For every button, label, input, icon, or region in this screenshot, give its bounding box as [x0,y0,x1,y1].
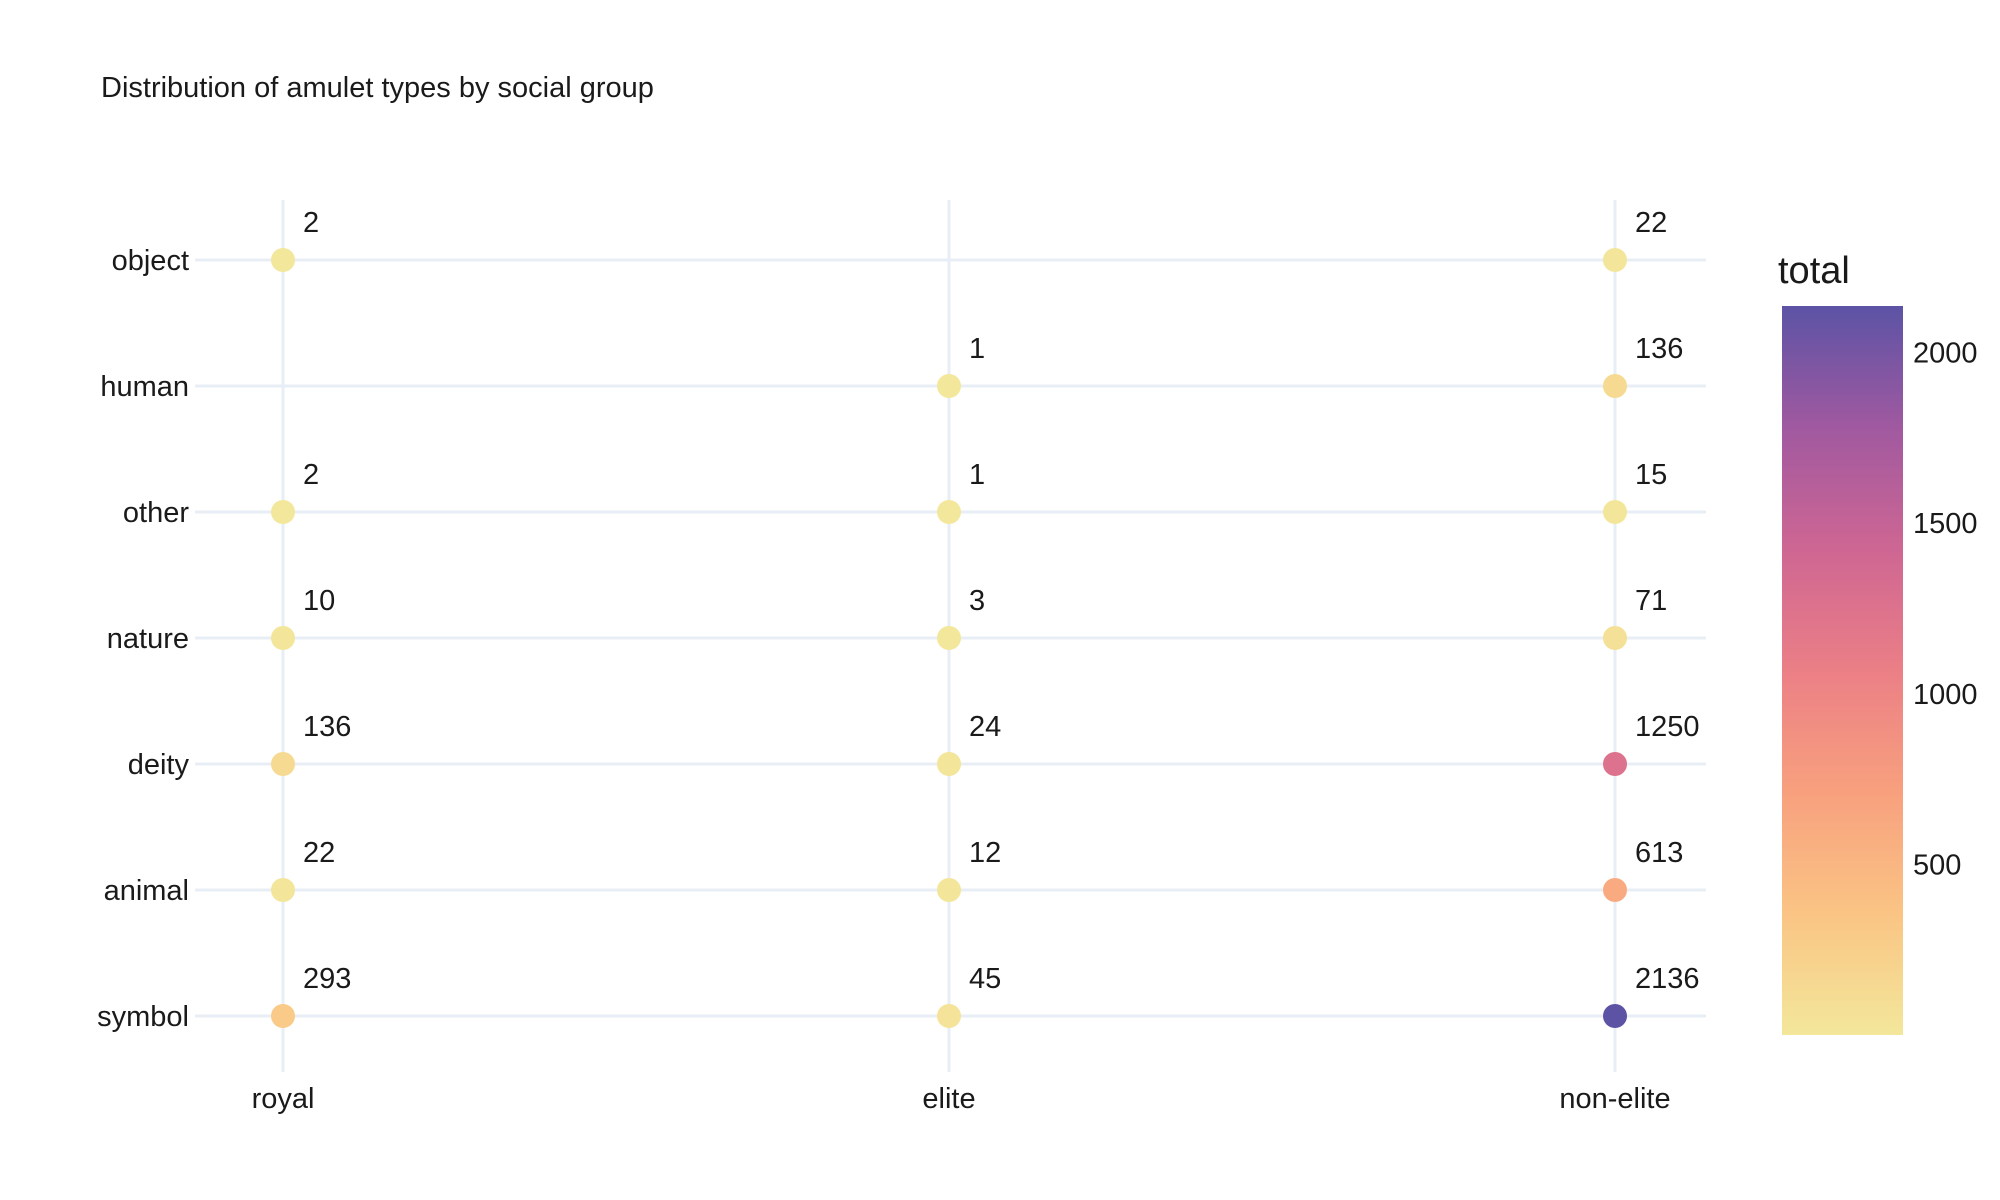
color-bar [1782,306,1903,1035]
data-point [271,1004,295,1028]
legend-tick-label: 2000 [1913,337,1978,369]
data-point [271,626,295,650]
data-point [937,374,961,398]
y-tick-label: other [123,497,189,529]
data-point [271,878,295,902]
data-label: 293 [303,963,351,995]
legend-tick-label: 1500 [1913,508,1978,540]
data-label: 2 [303,459,319,491]
data-point [1603,500,1627,524]
legend-tick-label: 1000 [1913,679,1978,711]
data-label: 1250 [1635,711,1700,743]
data-label: 24 [969,711,1001,743]
legend-tick-label: 500 [1913,850,1961,882]
y-tick-label: symbol [97,1001,189,1033]
data-point [937,1004,961,1028]
data-point [1603,878,1627,902]
data-label: 2 [303,207,319,239]
y-tick-label: human [100,371,189,403]
x-tick-label: royal [252,1083,315,1115]
axis-layer: object human other nature deity animal symbol r… [97,245,1670,1115]
data-label: 3 [969,585,985,617]
y-tick-label: nature [107,623,189,655]
y-tick-label: object [112,245,189,277]
data-label: 1 [969,333,985,365]
data-point [1603,1004,1627,1028]
chart-title: Distribution of amulet types by social g… [101,72,654,104]
data-label: 136 [1635,333,1683,365]
data-label: 10 [303,585,335,617]
data-label: 12 [969,837,1001,869]
data-point [271,248,295,272]
data-point [937,500,961,524]
data-point [1603,752,1627,776]
data-point [1603,248,1627,272]
data-point [1603,374,1627,398]
data-point [937,626,961,650]
data-label: 22 [303,837,335,869]
data-label: 22 [1635,207,1667,239]
y-tick-label: animal [104,875,189,907]
data-label: 2136 [1635,963,1700,995]
data-label: 613 [1635,837,1683,869]
data-point [937,752,961,776]
x-tick-label: non-elite [1559,1083,1670,1115]
data-point [271,500,295,524]
data-point [271,752,295,776]
data-label: 45 [969,963,1001,995]
data-label: 71 [1635,585,1667,617]
x-tick-label: elite [922,1083,975,1115]
y-tick-label: deity [128,749,190,781]
data-label: 1 [969,459,985,491]
point-layer [271,248,1627,1028]
color-legend: total 500 1000 1500 2000 [1778,250,1978,1035]
legend-title: total [1778,250,1850,292]
data-point [1603,626,1627,650]
data-label: 15 [1635,459,1667,491]
data-label: 136 [303,711,351,743]
data-point [937,878,961,902]
